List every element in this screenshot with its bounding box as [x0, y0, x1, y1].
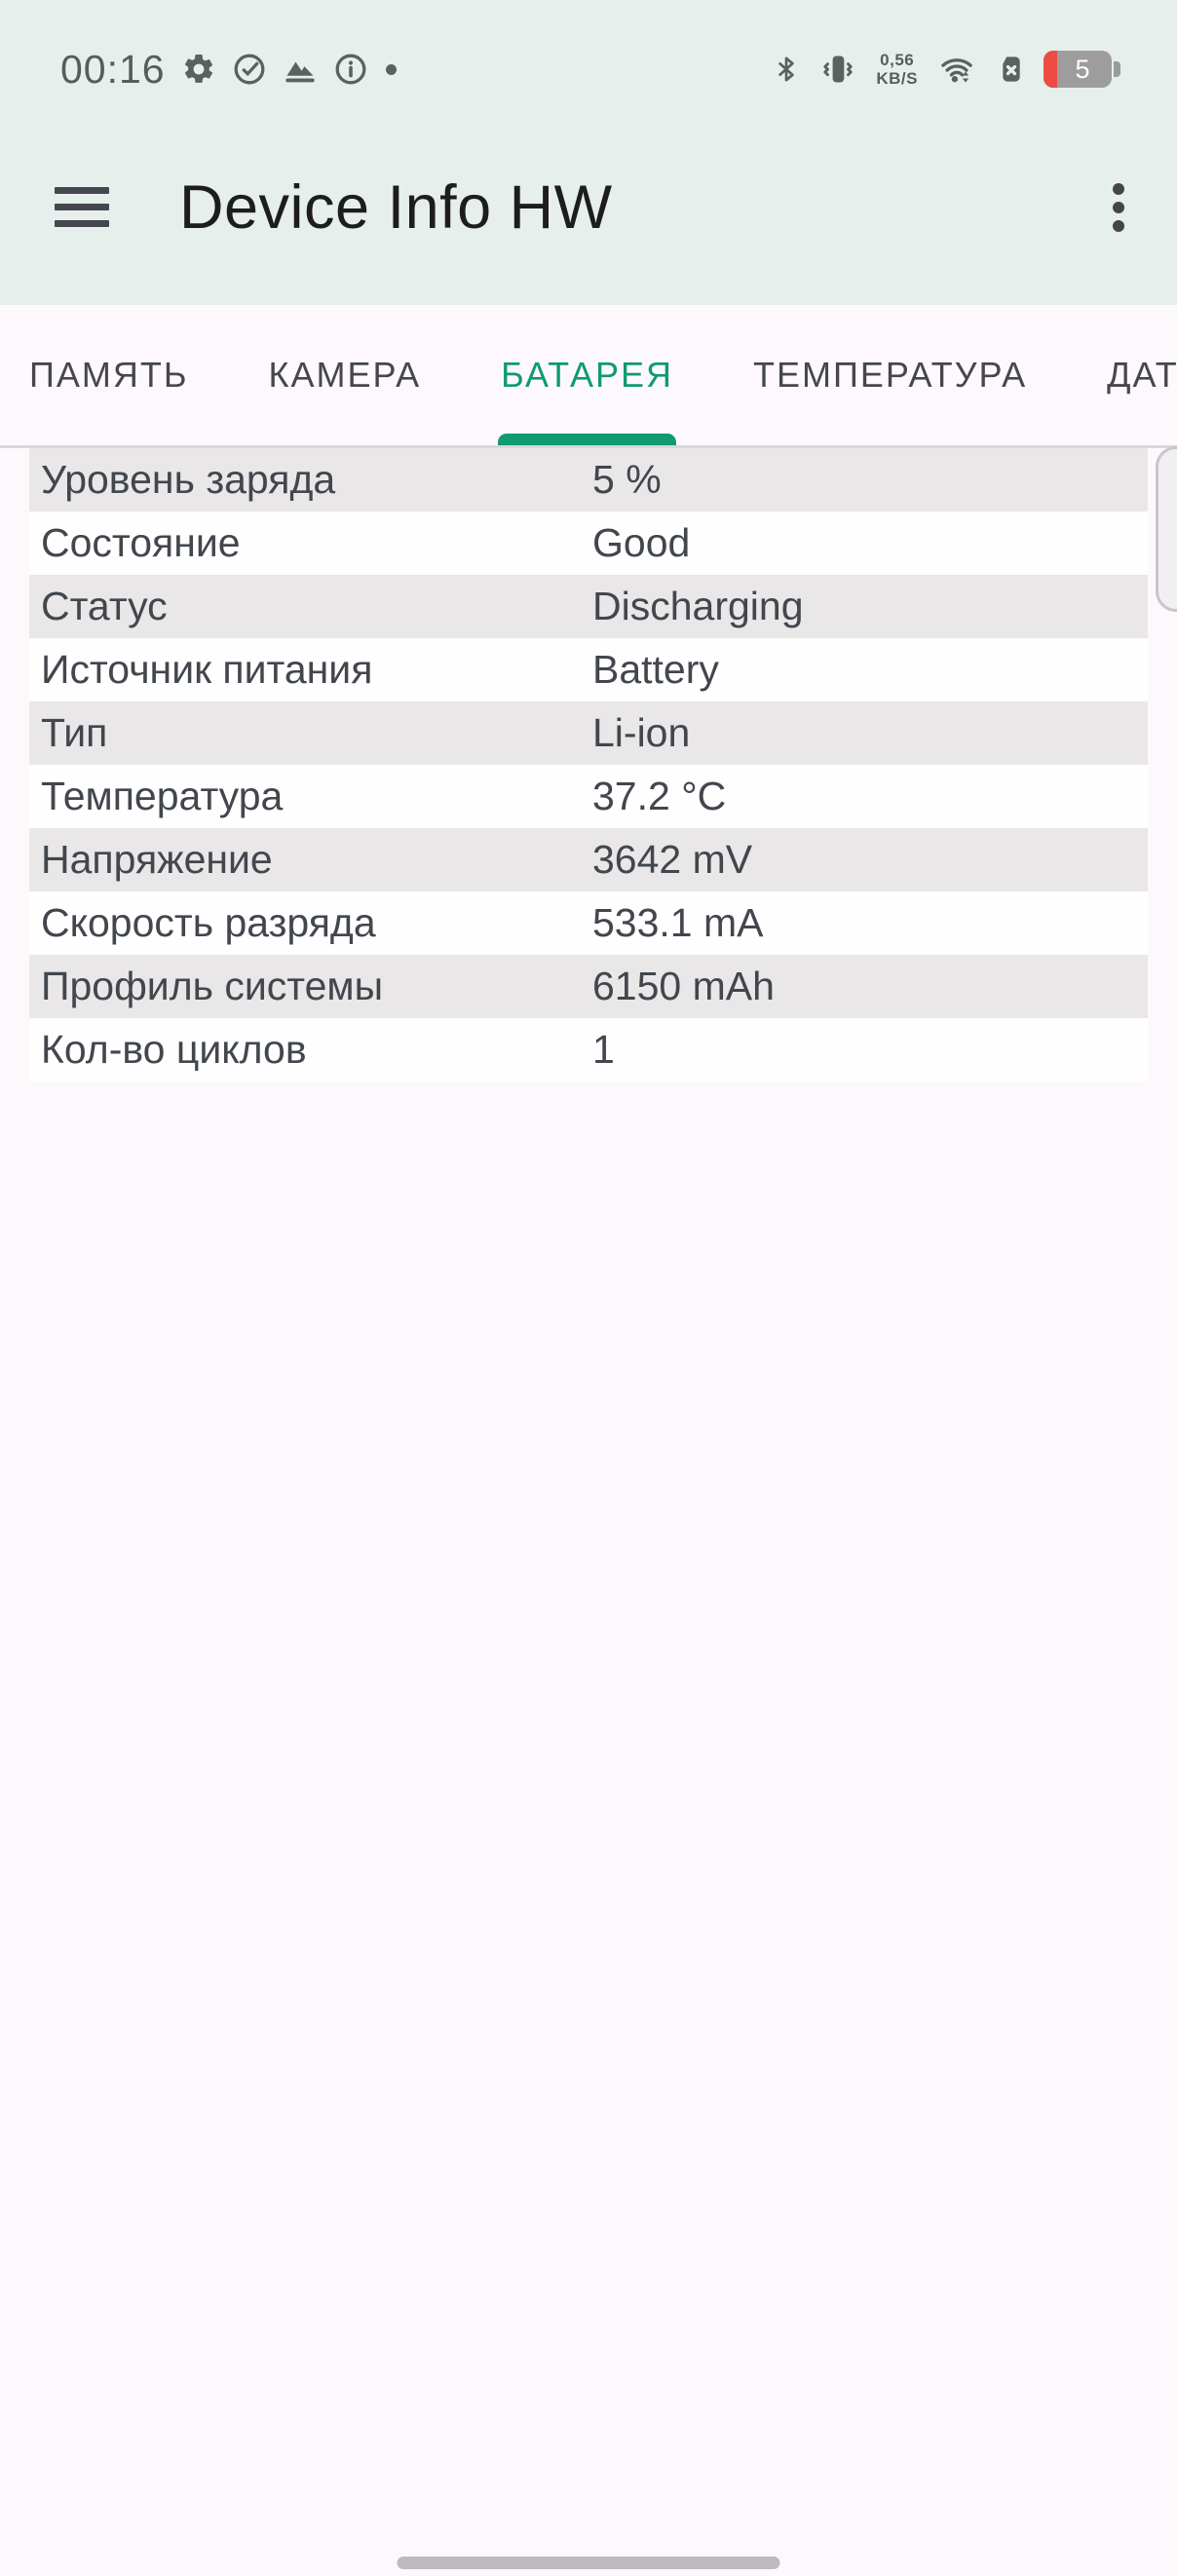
row-label: Кол-во циклов	[41, 1027, 307, 1072]
clock: 00:16	[60, 46, 166, 92]
row-value: 1	[592, 1027, 615, 1072]
tab-label: КАМЕРА	[268, 355, 422, 395]
sim-error-icon	[1003, 57, 1020, 82]
table-row: Состояние Good	[29, 511, 1148, 575]
status-bar-left: 00:16	[60, 47, 397, 93]
overflow-menu-button[interactable]	[1107, 179, 1130, 236]
wifi-icon	[941, 58, 972, 83]
row-value: Battery	[592, 647, 719, 692]
tab-bar: ПАМЯТЬ КАМЕРА БАТАРЕЯ ТЕМПЕРАТУРА ДАТ	[0, 305, 1177, 448]
tab-sensors[interactable]: ДАТ	[1107, 305, 1177, 445]
battery-low-fill	[1044, 51, 1057, 88]
row-value: 37.2 °C	[592, 774, 727, 818]
row-label: Уровень заряда	[41, 457, 336, 502]
row-label: Скорость разряда	[41, 900, 376, 945]
row-value: Discharging	[592, 584, 804, 628]
table-row: Профиль системы 6150 mAh	[29, 955, 1148, 1018]
row-value: 5 %	[592, 457, 662, 502]
row-label: Состояние	[41, 520, 241, 565]
table-row: Уровень заряда 5 %	[29, 448, 1148, 511]
tab-label: ТЕМПЕРАТУРА	[752, 355, 1028, 395]
table-row: Напряжение 3642 mV	[29, 828, 1148, 891]
bluetooth-icon	[778, 57, 795, 82]
battery-cap	[1114, 61, 1120, 77]
mountain-icon	[285, 61, 315, 83]
battery-indicator: 5	[1044, 51, 1120, 88]
table-row: Кол-во циклов 1	[29, 1018, 1148, 1081]
row-label: Профиль системы	[41, 964, 384, 1008]
tab-label: БАТАРЕЯ	[501, 355, 673, 395]
table-row: Температура 37.2 °C	[29, 765, 1148, 828]
battery-body: 5	[1044, 51, 1112, 88]
tab-camera[interactable]: КАМЕРА	[269, 305, 422, 445]
app-bar: Device Info HW	[0, 109, 1177, 305]
row-value: 6150 mAh	[592, 964, 775, 1008]
row-label: Источник питания	[41, 647, 373, 692]
tab-memory[interactable]: ПАМЯТЬ	[29, 305, 189, 445]
active-tab-indicator	[498, 434, 676, 445]
tab-label: ПАМЯТЬ	[29, 355, 189, 395]
gear-icon	[184, 54, 212, 83]
row-label: Тип	[41, 710, 108, 755]
table-row: Источник питания Battery	[29, 638, 1148, 701]
battery-info-table: Уровень заряда 5 % Состояние Good Статус Disc…	[29, 448, 1148, 1081]
table-row: Скорость разряда 533.1 mA	[29, 891, 1148, 955]
row-value: Li-ion	[592, 710, 691, 755]
status-bar-right: 0,56 KB/S 5	[773, 51, 1120, 88]
battery-percent: 5	[1075, 54, 1090, 84]
network-speed-value: 0,56	[880, 51, 915, 69]
scrollbar-thumb[interactable]	[1156, 446, 1177, 612]
info-icon	[335, 54, 366, 85]
network-speed: 0,56 KB/S	[876, 51, 918, 88]
row-value: 533.1 mA	[592, 900, 764, 945]
kebab-icon	[1113, 182, 1124, 195]
check-circle-icon	[234, 54, 265, 85]
status-bar: 00:16	[0, 0, 1177, 109]
table-row: Статус Discharging	[29, 575, 1148, 638]
menu-button[interactable]	[55, 187, 109, 227]
row-value: 3642 mV	[592, 837, 753, 882]
gesture-navigation-pill[interactable]	[397, 2557, 780, 2569]
notification-dot-icon	[385, 63, 397, 75]
vibrate-icon	[823, 56, 853, 83]
tab-temperature[interactable]: ТЕМПЕРАТУРА	[753, 305, 1027, 445]
hamburger-icon	[55, 187, 109, 194]
table-row: Тип Li-ion	[29, 701, 1148, 765]
network-speed-unit: KB/S	[876, 69, 918, 88]
tab-battery[interactable]: БАТАРЕЯ	[498, 305, 676, 445]
row-label: Температура	[41, 774, 284, 818]
tab-label: ДАТ	[1107, 355, 1177, 395]
row-value: Good	[592, 520, 691, 565]
page-title: Device Info HW	[179, 172, 613, 242]
row-label: Статус	[41, 584, 168, 628]
row-label: Напряжение	[41, 837, 273, 882]
